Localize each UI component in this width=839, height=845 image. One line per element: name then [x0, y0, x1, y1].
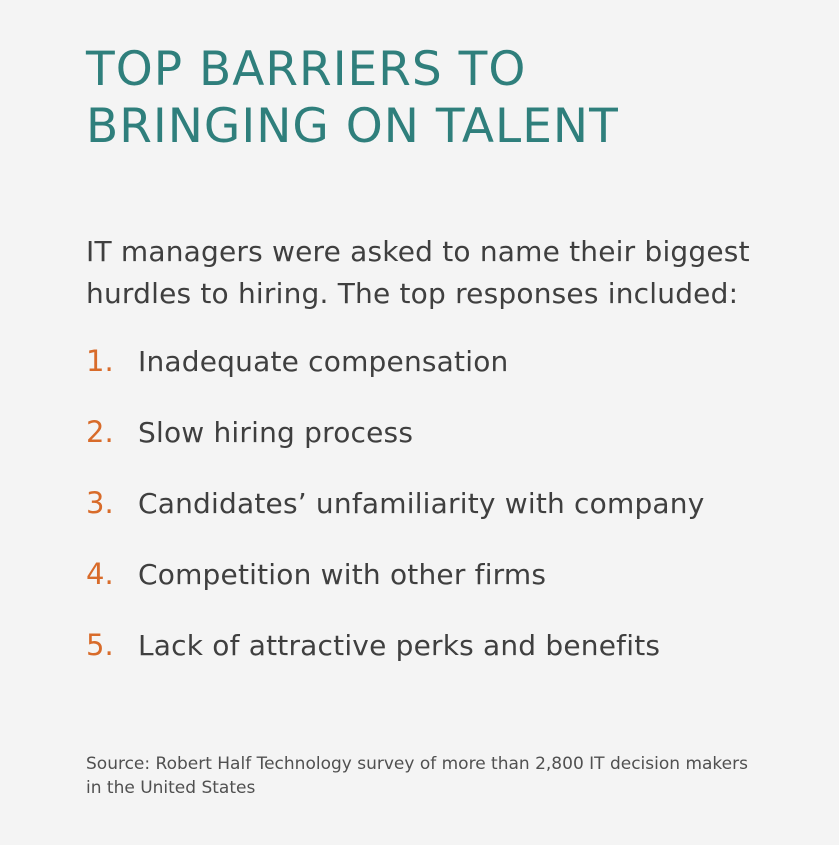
- barriers-list: 1. Inadequate compensation 2. Slow hirin…: [86, 344, 806, 699]
- list-number-3: 3.: [86, 486, 114, 520]
- list-item-4: 4. Competition with other firms: [86, 557, 806, 628]
- list-number-5: 5.: [86, 628, 114, 662]
- list-item-5: 5. Lack of attractive perks and benefits: [86, 628, 806, 699]
- list-item-1: 1. Inadequate compensation: [86, 344, 806, 415]
- page-title: TOP BARRIERS TO BRINGING ON TALENT: [86, 42, 619, 154]
- source-note: Source: Robert Half Technology survey of…: [86, 754, 748, 798]
- list-text-5: Lack of attractive perks and benefits: [138, 629, 661, 662]
- list-item-3: 3. Candidates’ unfamiliarity with compan…: [86, 486, 806, 557]
- list-text-3: Candidates’ unfamiliarity with company: [138, 487, 705, 520]
- list-item-2: 2. Slow hiring process: [86, 415, 806, 486]
- list-text-2: Slow hiring process: [138, 416, 414, 449]
- intro-text: IT managers were asked to name their big…: [86, 235, 750, 310]
- list-text-4: Competition with other firms: [138, 558, 547, 591]
- list-text-1: Inadequate compensation: [138, 345, 509, 378]
- list-number-1: 1.: [86, 344, 114, 378]
- list-number-2: 2.: [86, 415, 114, 449]
- list-number-4: 4.: [86, 557, 114, 591]
